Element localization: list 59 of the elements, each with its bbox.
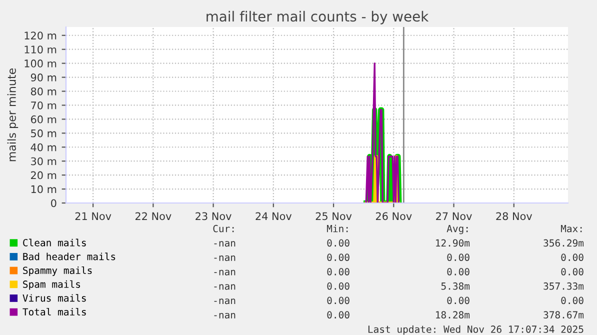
legend-label: Bad header mails <box>23 252 116 260</box>
text: 357.33m <box>544 282 584 290</box>
x-tick-label: 28 Nov <box>496 212 532 220</box>
line-series <box>365 62 400 203</box>
text: 0.00 <box>327 254 350 262</box>
x-tick-label: 22 Nov <box>135 212 172 220</box>
text: 0.00 <box>327 268 350 276</box>
x-tick-label: 23 Nov <box>196 212 232 220</box>
y-tick-label: 110 m <box>24 46 56 54</box>
text: Cur: <box>213 224 234 232</box>
text: -nan <box>214 270 236 276</box>
y-tick-label: 80 m <box>30 87 56 96</box>
x-tick-label: 27 Nov <box>436 212 472 220</box>
y-tick-label: 50 m <box>31 129 56 138</box>
legend-label: Virus mails <box>22 294 86 302</box>
text: 12.90m <box>436 239 470 247</box>
legend-label: Total mails <box>22 308 86 316</box>
y-axis-title: mails per minute <box>7 68 18 162</box>
text: 5.38m <box>441 282 470 290</box>
text: 0.00 <box>561 296 584 304</box>
text: -nan <box>214 298 236 304</box>
text: Avg: <box>446 224 468 234</box>
y-tick-label: 10 m <box>31 185 56 194</box>
y-tick-label: 20 m <box>31 171 56 180</box>
text: -nan <box>214 284 236 290</box>
x-tick-label: 25 Nov <box>316 212 352 220</box>
y-tick-label: 90 m <box>30 74 56 82</box>
text: 0.00 <box>327 239 350 247</box>
x-tick-label: 24 Nov <box>256 212 292 220</box>
x-tick-label: 26 Nov <box>376 212 412 220</box>
text: 0.00 <box>561 268 584 276</box>
chart-title: mail filter mail counts - by week <box>206 10 429 24</box>
text: 0.00 <box>447 296 470 304</box>
text: -nan <box>214 255 236 262</box>
x-tick-label: 21 Nov <box>75 212 112 220</box>
y-tick-label: 70 m <box>31 101 56 110</box>
text: 0.00 <box>447 268 470 276</box>
legend-label: Spammy mails <box>23 266 92 276</box>
text: -nan <box>214 241 236 247</box>
y-tick-label: 120 m <box>24 32 56 40</box>
text: 356.29m <box>544 239 584 247</box>
text: 18.28m <box>436 311 470 319</box>
legend-label: Spam mails <box>23 280 80 290</box>
text: 0.00 <box>447 254 470 262</box>
text: 0.00 <box>561 254 584 262</box>
y-tick-label: 60 m <box>30 115 56 124</box>
legend-label: Clean mails <box>23 238 86 246</box>
y-tick-label: 40 m <box>30 143 56 152</box>
text: Max: <box>560 225 582 232</box>
text: 0.00 <box>327 311 350 319</box>
y-tick-label: 30 m <box>31 157 56 166</box>
y-tick-label: 100 m <box>24 60 56 68</box>
text: Last update: Wed Nov 26 17:07:34 2025 <box>368 325 584 335</box>
text: Min: <box>326 224 348 232</box>
text: 0.00 <box>327 282 350 290</box>
text: -nan <box>214 312 236 319</box>
y-tick-label: 0 <box>51 199 56 208</box>
text: 0.00 <box>327 296 350 304</box>
text: 378.67m <box>544 311 584 319</box>
